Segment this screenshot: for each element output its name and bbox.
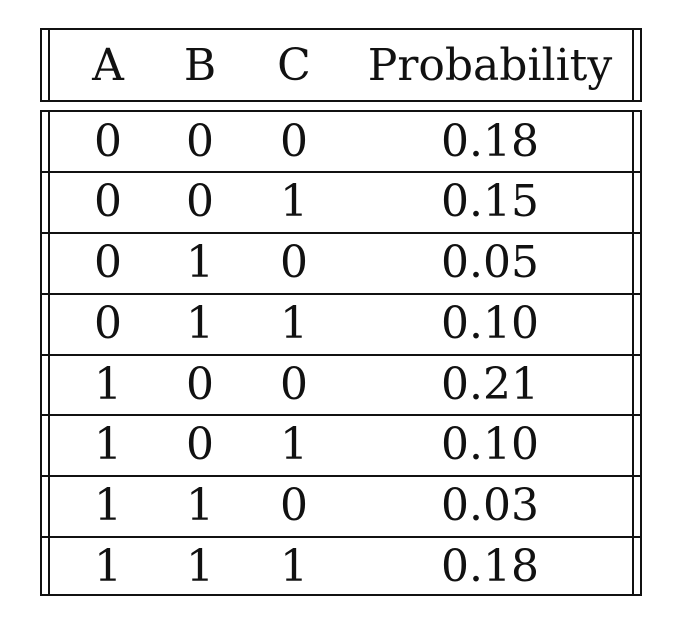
cell-c: 0 bbox=[280, 116, 308, 167]
right-outer-rule bbox=[640, 30, 642, 100]
row-divider bbox=[40, 171, 642, 173]
cell-a: 1 bbox=[94, 359, 122, 410]
row-divider bbox=[40, 475, 642, 477]
cell-c: 1 bbox=[280, 541, 308, 592]
left-inner-rule bbox=[48, 112, 50, 594]
cell-c: 0 bbox=[280, 359, 308, 410]
cell-b: 1 bbox=[186, 541, 214, 592]
left-outer-rule bbox=[40, 30, 42, 100]
row-divider bbox=[40, 354, 642, 356]
header-probability: Probability bbox=[367, 40, 613, 91]
table-row: 0 1 0 0.05 bbox=[50, 233, 632, 293]
header-a: A bbox=[92, 40, 124, 91]
cell-probability: 0.10 bbox=[441, 298, 539, 349]
cell-c: 1 bbox=[280, 298, 308, 349]
table-row: 1 1 0 0.03 bbox=[50, 476, 632, 536]
cell-probability: 0.18 bbox=[441, 541, 539, 592]
table-row: 0 0 1 0.15 bbox=[50, 172, 632, 232]
table-row: 0 1 1 0.10 bbox=[50, 294, 632, 354]
cell-probability: 0.18 bbox=[441, 116, 539, 167]
cell-probability: 0.10 bbox=[441, 419, 539, 470]
table-row: 1 0 0 0.21 bbox=[50, 355, 632, 415]
row-divider bbox=[40, 232, 642, 234]
cell-c: 0 bbox=[280, 237, 308, 288]
cell-b: 0 bbox=[186, 176, 214, 227]
table-header: A B C Probability bbox=[40, 28, 642, 102]
right-inner-rule bbox=[632, 30, 634, 100]
cell-c: 1 bbox=[280, 419, 308, 470]
cell-a: 0 bbox=[94, 116, 122, 167]
cell-probability: 0.03 bbox=[441, 480, 539, 531]
table-body: 0 0 0 0.18 0 0 1 0.15 0 1 0 0.05 0 1 1 0… bbox=[40, 110, 642, 596]
cell-a: 0 bbox=[94, 237, 122, 288]
cell-a: 1 bbox=[94, 419, 122, 470]
table-row: 1 1 1 0.18 bbox=[50, 537, 632, 597]
cell-a: 0 bbox=[94, 176, 122, 227]
cell-probability: 0.05 bbox=[441, 237, 539, 288]
cell-c: 0 bbox=[280, 480, 308, 531]
left-outer-rule bbox=[40, 112, 42, 594]
cell-a: 1 bbox=[94, 541, 122, 592]
cell-a: 0 bbox=[94, 298, 122, 349]
cell-a: 1 bbox=[94, 480, 122, 531]
cell-c: 1 bbox=[280, 176, 308, 227]
header-b: B bbox=[183, 40, 217, 91]
right-outer-rule bbox=[640, 112, 642, 594]
table-row: 1 0 1 0.10 bbox=[50, 415, 632, 475]
row-divider bbox=[40, 536, 642, 538]
row-divider bbox=[40, 414, 642, 416]
cell-b: 1 bbox=[186, 480, 214, 531]
header-row: A B C Probability bbox=[50, 36, 632, 96]
row-divider bbox=[40, 293, 642, 295]
cell-probability: 0.21 bbox=[441, 359, 539, 410]
left-inner-rule bbox=[48, 30, 50, 100]
right-inner-rule bbox=[632, 112, 634, 594]
cell-probability: 0.15 bbox=[441, 176, 539, 227]
cell-b: 0 bbox=[186, 419, 214, 470]
cell-b: 1 bbox=[186, 237, 214, 288]
cell-b: 0 bbox=[186, 359, 214, 410]
cell-b: 0 bbox=[186, 116, 214, 167]
cell-b: 1 bbox=[186, 298, 214, 349]
header-c: C bbox=[277, 40, 311, 91]
table-row: 0 0 0 0.18 bbox=[50, 112, 632, 172]
